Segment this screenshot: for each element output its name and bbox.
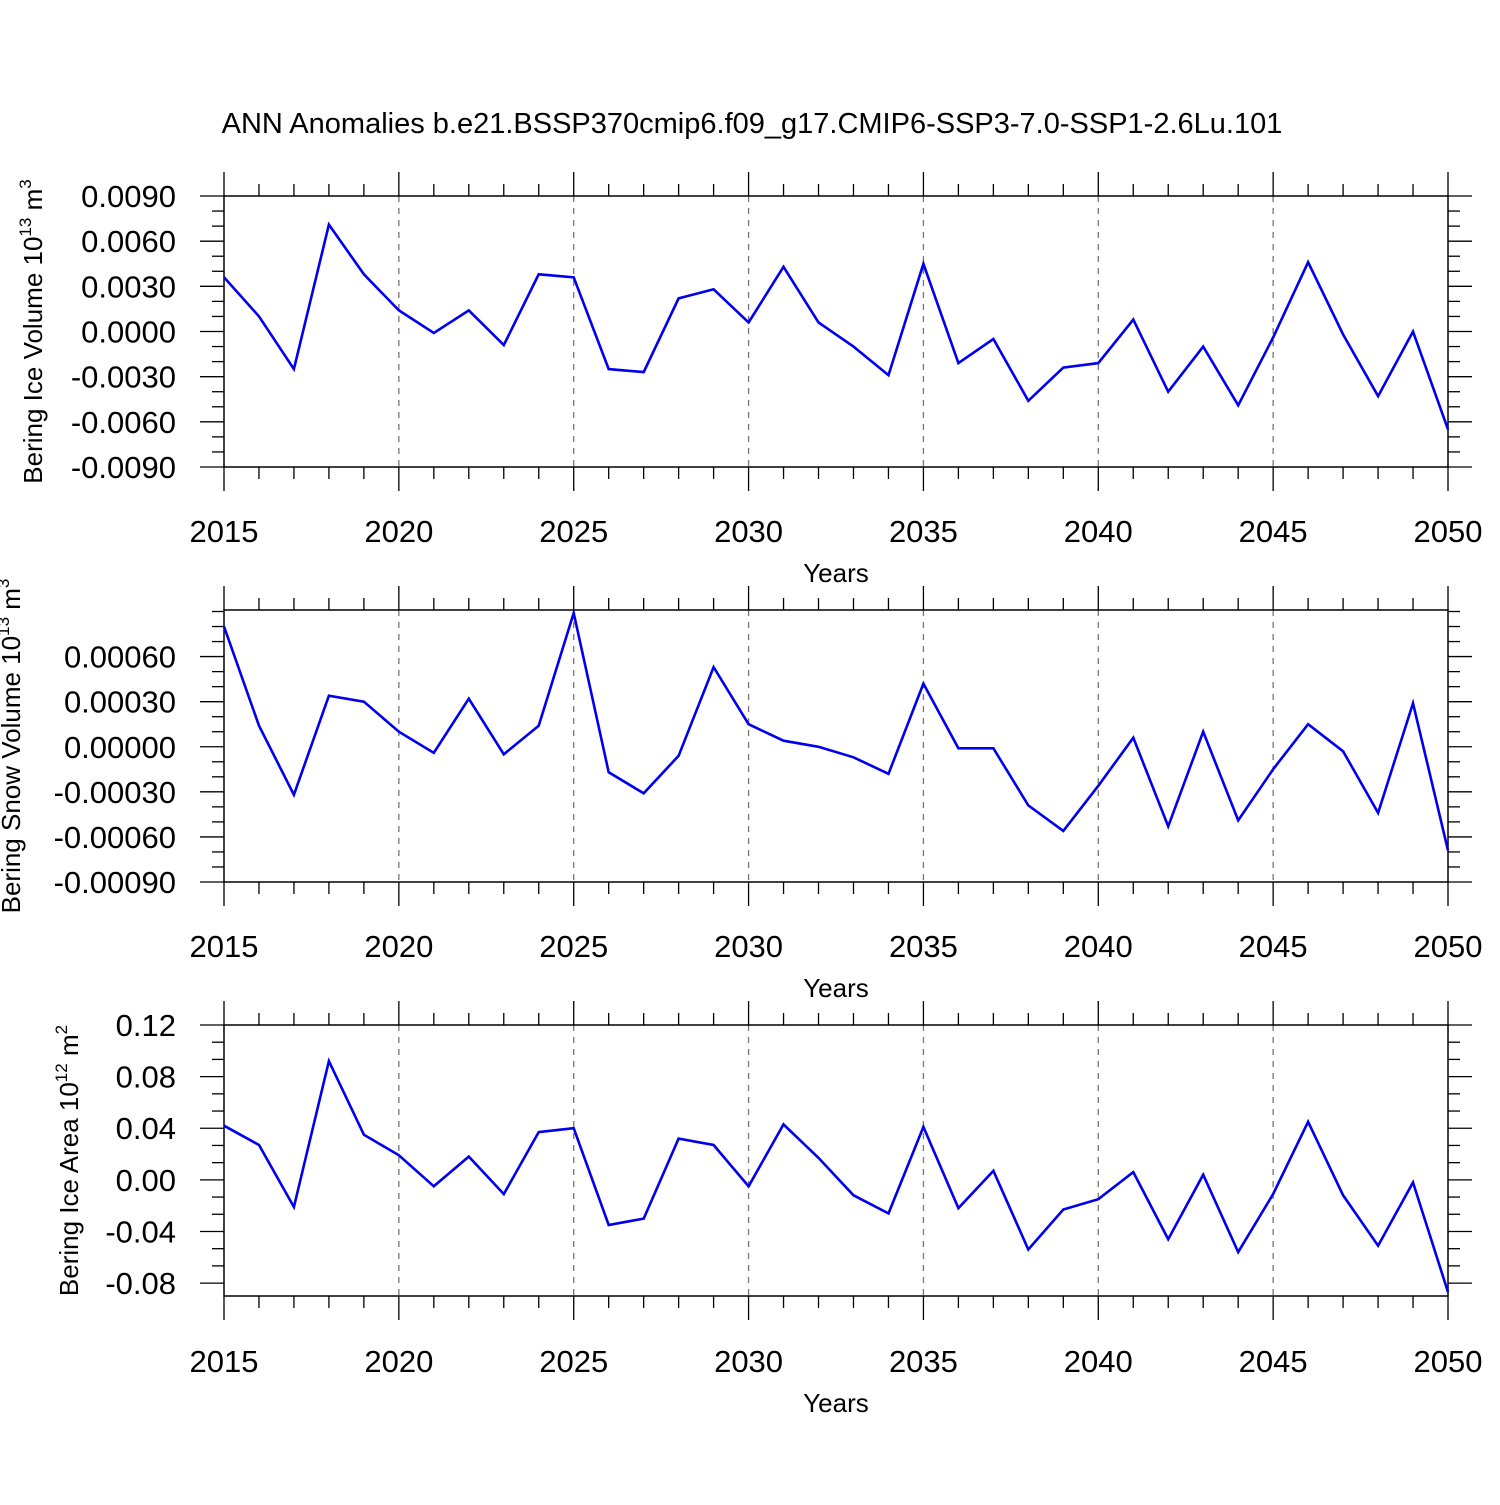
y-tick-label: -0.04 xyxy=(105,1214,176,1249)
x-tick-label: 2045 xyxy=(1239,929,1308,964)
x-tick-label: 2045 xyxy=(1239,1344,1308,1379)
y-tick-label: 0.00 xyxy=(116,1163,176,1198)
x-tick-label: 2015 xyxy=(190,1344,259,1379)
x-tick-label: 2030 xyxy=(714,514,783,549)
y-tick-label: 0.08 xyxy=(116,1060,176,1095)
x-tick-label: 2025 xyxy=(539,514,608,549)
x-axis-label: Years xyxy=(803,558,869,588)
x-axis-label: Years xyxy=(803,973,869,1003)
y-tick-label: -0.0090 xyxy=(71,450,176,485)
x-tick-label: 2050 xyxy=(1414,929,1483,964)
x-tick-label: 2025 xyxy=(539,929,608,964)
y-tick-label: 0.04 xyxy=(116,1111,176,1146)
x-tick-label: 2040 xyxy=(1064,514,1133,549)
x-tick-label: 2040 xyxy=(1064,1344,1133,1379)
x-tick-label: 2025 xyxy=(539,1344,608,1379)
x-tick-label: 2050 xyxy=(1414,514,1483,549)
x-tick-label: 2030 xyxy=(714,1344,783,1379)
y-axis-label: Bering Ice Area 1012 m2 xyxy=(52,1025,84,1296)
y-tick-label: -0.00030 xyxy=(54,775,176,810)
y-axis-label: Bering Snow Volume 1013 m3 xyxy=(0,579,26,914)
x-tick-label: 2030 xyxy=(714,929,783,964)
plot-frame xyxy=(223,195,1449,468)
y-tick-label: 0.0060 xyxy=(81,224,176,259)
x-tick-label: 2015 xyxy=(190,514,259,549)
y-tick-label: 0.0030 xyxy=(81,269,176,304)
x-axis-label: Years xyxy=(803,1388,869,1418)
series-line xyxy=(222,607,1450,851)
panel-1: -0.0090 -0.0060 -0.0030 0.0000 0.0030 0.0060 0… xyxy=(16,172,1482,588)
y-tick-label: -0.0030 xyxy=(71,360,176,395)
y-tick-label: 0.12 xyxy=(116,1008,176,1043)
y-tick-label: 0.00060 xyxy=(64,640,176,675)
panel-3: -0.08 -0.04 0.00 0.04 0.08 0.12 2015 2020 2025 20… xyxy=(52,1001,1482,1418)
series-line xyxy=(223,221,1450,430)
x-tick-label: 2040 xyxy=(1064,929,1133,964)
y-tick-label: -0.0060 xyxy=(71,405,176,440)
panel-2: -0.00090 -0.00060 -0.00030 0.00000 0.00030 0.… xyxy=(0,579,1482,1003)
y-tick-label: -0.00060 xyxy=(54,820,176,855)
plot-frame xyxy=(223,1024,1449,1297)
y-tick-label: -0.00090 xyxy=(54,865,176,900)
y-tick-label: 0.0090 xyxy=(81,179,176,214)
x-tick-label: 2035 xyxy=(889,929,958,964)
y-tick-label: 0.0000 xyxy=(81,315,176,350)
y-tick-label: 0.00000 xyxy=(64,730,176,765)
x-tick-label: 2045 xyxy=(1239,514,1308,549)
x-tick-label: 2035 xyxy=(889,1344,958,1379)
x-tick-label: 2020 xyxy=(364,929,433,964)
chart-title: ANN Anomalies b.e21.BSSP370cmip6.f09_g17… xyxy=(222,108,1283,140)
y-tick-label: 0.00030 xyxy=(64,685,176,720)
y-axis-label: Bering Ice Volume 1013 m3 xyxy=(16,179,48,483)
y-tick-label: -0.08 xyxy=(105,1266,176,1301)
x-tick-label: 2050 xyxy=(1414,1344,1483,1379)
x-tick-label: 2020 xyxy=(364,514,433,549)
plot-frame xyxy=(223,609,1449,883)
x-tick-label: 2015 xyxy=(190,929,259,964)
x-tick-label: 2020 xyxy=(364,1344,433,1379)
series-line xyxy=(223,1057,1450,1293)
x-tick-label: 2035 xyxy=(889,514,958,549)
